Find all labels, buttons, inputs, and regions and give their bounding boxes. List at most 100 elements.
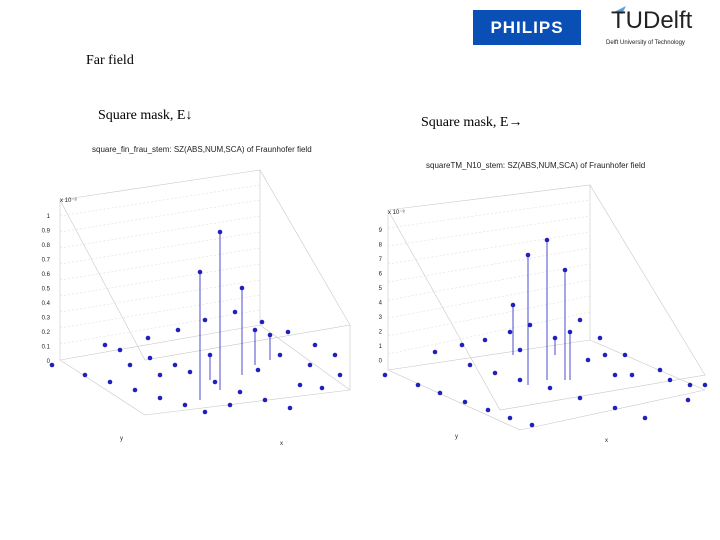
z-tick-label: 0.3: [42, 316, 51, 322]
stem-point: [525, 252, 531, 258]
stem-point: [145, 335, 151, 341]
left-axis-label-x: x: [280, 441, 283, 447]
stem-point: [312, 342, 318, 348]
tudelft-logo-word: TUDelft: [611, 7, 693, 34]
stem-point: [182, 402, 188, 408]
left-z-tick-labels: 1 0.9 0.8 0.7 0.6 0.5 0.4 0.3 0.2 0.1 0: [42, 214, 51, 365]
stem-point: [667, 377, 673, 383]
right-plot-box: [387, 184, 706, 431]
stem-point: [202, 317, 208, 323]
z-tick-label: 4: [379, 301, 383, 307]
stem-point: [239, 285, 245, 291]
z-tick-label: 0.5: [42, 287, 51, 293]
stem-point: [547, 385, 553, 391]
left-scale-label: x 10⁻³: [60, 198, 77, 204]
philips-logo: PHILIPS: [473, 10, 581, 45]
stem-point: [562, 267, 568, 273]
stem-point: [612, 405, 618, 411]
stem-point: [577, 395, 583, 401]
right-axis-label-y: y: [455, 434, 458, 440]
stem-point: [107, 379, 113, 385]
right-stems: [382, 237, 708, 428]
stem-point: [157, 372, 163, 378]
z-tick-label: 0.2: [42, 330, 51, 336]
tudelft-subtitle: Delft University of Technology: [606, 40, 685, 46]
stem-point: [602, 352, 608, 358]
stem-point: [237, 389, 243, 395]
stem-point: [552, 335, 558, 341]
left-plot-title: square_fin_frau_stem: SZ(ABS,NUM,SCA) of…: [92, 145, 312, 154]
stem-point: [415, 382, 421, 388]
stem-point: [597, 335, 603, 341]
stem-point: [277, 352, 283, 358]
stem-point: [157, 395, 163, 401]
z-tick-label: 0.6: [42, 272, 51, 278]
z-tick-label: 1: [47, 214, 51, 220]
stem-point: [462, 399, 468, 405]
stem-point: [197, 269, 203, 275]
z-tick-label: 6: [379, 272, 383, 278]
z-tick-label: 0.7: [42, 258, 51, 264]
stem-point: [567, 329, 573, 335]
stem-point: [187, 369, 193, 375]
stem-point: [202, 409, 208, 415]
stem-point: [172, 362, 178, 368]
stem-point: [459, 342, 465, 348]
z-tick-label: 0.9: [42, 229, 51, 235]
tudelft-logo: [614, 6, 626, 14]
stem-point: [702, 382, 708, 388]
stem-point: [467, 362, 473, 368]
left-plot-box: [59, 169, 351, 416]
z-tick-label: 0.8: [42, 243, 51, 249]
stem-point: [517, 377, 523, 383]
stem-point: [482, 337, 488, 343]
stem-point: [622, 352, 628, 358]
stem-point: [132, 387, 138, 393]
z-tick-label: 0: [379, 359, 383, 365]
stem-point: [685, 397, 691, 403]
left-grid-lines: [59, 184, 261, 345]
z-tick-label: 3: [379, 315, 383, 321]
stem-point: [127, 362, 133, 368]
stem-point: [337, 372, 343, 378]
left-stem-plot: 1 0.9 0.8 0.7 0.6 0.5 0.4 0.3 0.2 0.1 0 x 10⁻³ y x: [42, 169, 351, 447]
right-grid-lines: [387, 199, 591, 355]
right-axis-label-x: x: [605, 438, 608, 444]
right-plot-title: squareTM_N10_stem: SZ(ABS,NUM,SCA) of Fr…: [426, 161, 646, 170]
right-stem-plot: 9 8 7 6 5 4 3 2 1 0 x 10⁻³ y x: [379, 184, 708, 444]
stem-point: [507, 415, 513, 421]
stem-point: [262, 397, 268, 403]
stem-point: [207, 352, 213, 358]
stem-point: [117, 347, 123, 353]
stem-point: [657, 367, 663, 373]
z-tick-label: 8: [379, 243, 383, 249]
stem-point: [49, 362, 55, 368]
stem-point: [212, 379, 218, 385]
stem-point: [507, 329, 513, 335]
philips-logo-text: PHILIPS: [490, 17, 564, 37]
left-stems: [49, 229, 343, 415]
right-z-tick-labels: 9 8 7 6 5 4 3 2 1 0: [379, 228, 383, 365]
stem-point: [285, 329, 291, 335]
stem-point: [227, 402, 233, 408]
stem-point: [232, 309, 238, 315]
z-tick-label: 0: [47, 359, 51, 365]
stem-point: [529, 422, 535, 428]
stem-point: [147, 355, 153, 361]
stem-point: [544, 237, 550, 243]
stem-point: [629, 372, 635, 378]
stem-point: [510, 302, 516, 308]
z-tick-label: 9: [379, 228, 383, 234]
stem-point: [332, 352, 338, 358]
z-tick-label: 1: [379, 344, 383, 350]
stem-point: [687, 382, 693, 388]
stem-point: [492, 370, 498, 376]
stem-point: [82, 372, 88, 378]
right-scale-label: x 10⁻³: [388, 210, 405, 216]
left-axis-label-y: y: [120, 436, 123, 442]
stem-point: [102, 342, 108, 348]
slide-heading: Far field: [86, 53, 134, 68]
z-tick-label: 0.1: [42, 345, 51, 351]
stem-point: [297, 382, 303, 388]
tudelft-flame-icon: [614, 6, 626, 14]
